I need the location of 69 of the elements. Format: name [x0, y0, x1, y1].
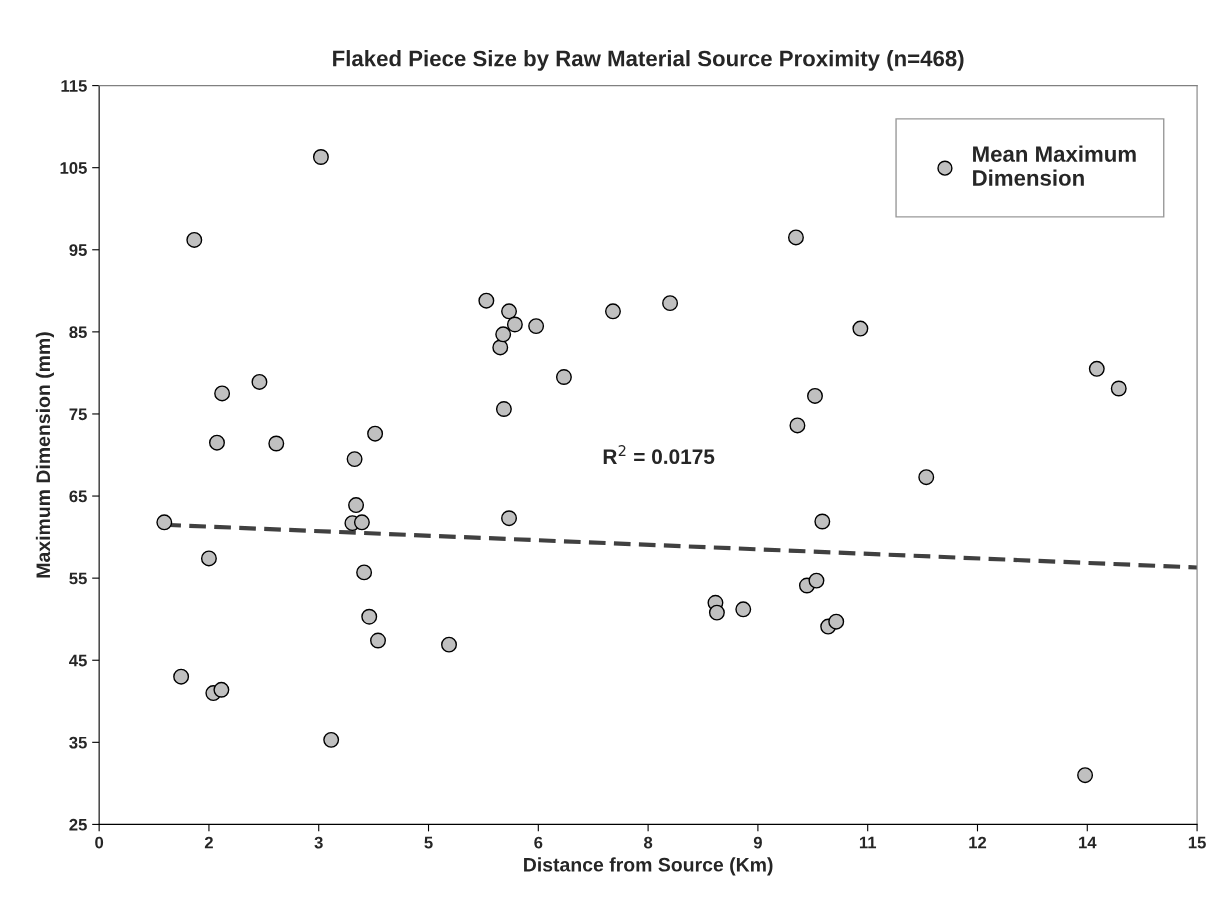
point	[173, 668, 190, 685]
x-tick-label: 5	[424, 836, 433, 849]
point	[787, 229, 804, 246]
point	[200, 550, 217, 567]
y-tick-label: 45	[69, 654, 87, 667]
x-tick-label: 2	[204, 836, 213, 849]
point	[1088, 360, 1105, 377]
point	[708, 604, 725, 621]
x-tick-label: 12	[969, 836, 987, 849]
point	[852, 320, 869, 337]
y-axis-title: Maximum Dimension (mm)	[35, 332, 54, 578]
point	[268, 435, 285, 452]
point	[1077, 767, 1094, 784]
point	[808, 572, 825, 589]
x-axis-title: Distance from Source (Km)	[524, 857, 773, 876]
y-tick-label: 65	[69, 490, 87, 503]
point	[356, 564, 373, 581]
point	[492, 339, 509, 356]
point	[478, 292, 495, 309]
point	[1110, 380, 1127, 397]
point	[213, 681, 230, 698]
point	[735, 601, 752, 618]
point	[789, 417, 806, 434]
point	[501, 510, 518, 527]
point	[604, 303, 621, 320]
x-tick-label: 0	[95, 836, 104, 849]
y-tick-label: 75	[69, 408, 87, 421]
point	[323, 731, 340, 748]
point	[214, 385, 231, 402]
legend-label: Mean Maximum Dimension	[973, 145, 1136, 186]
point	[346, 451, 363, 468]
y-tick-label: 55	[69, 572, 87, 585]
chart-title: Flaked Piece Size by Raw Material Source Proximity (n=468)	[333, 50, 964, 71]
point	[209, 434, 225, 451]
point	[370, 632, 386, 649]
point	[807, 387, 823, 404]
x-tick-label: 9	[753, 836, 762, 849]
y-tick-label: 25	[69, 818, 87, 831]
point	[441, 636, 457, 653]
point	[186, 231, 203, 248]
x-tick-label: 8	[644, 836, 653, 849]
point	[353, 514, 370, 531]
point	[918, 469, 935, 486]
point	[555, 369, 572, 385]
point	[828, 613, 845, 630]
y-tick-label: 105	[60, 162, 87, 174]
point	[814, 513, 831, 530]
x-tick-label: 6	[534, 836, 543, 849]
y-tick-label: 95	[69, 244, 87, 256]
annotation: R$^{2}$ = 0.0175	[603, 445, 715, 465]
point	[367, 425, 384, 442]
point	[156, 514, 173, 531]
point	[361, 608, 378, 625]
y-tick-label: 85	[69, 326, 87, 339]
point	[528, 318, 545, 335]
y-tick-label: 35	[69, 736, 87, 749]
point	[662, 295, 679, 312]
point	[348, 497, 365, 514]
point	[506, 316, 523, 333]
point	[495, 326, 512, 343]
x-tick-label: 15	[1188, 836, 1206, 849]
x-tick-label: 14	[1079, 836, 1097, 849]
y-tick-label: 115	[61, 80, 87, 92]
point	[251, 373, 268, 390]
x-tick-label: 11	[859, 836, 877, 849]
point	[312, 149, 329, 165]
x-tick-label: 3	[314, 836, 323, 849]
point	[495, 401, 512, 418]
point	[501, 303, 518, 320]
